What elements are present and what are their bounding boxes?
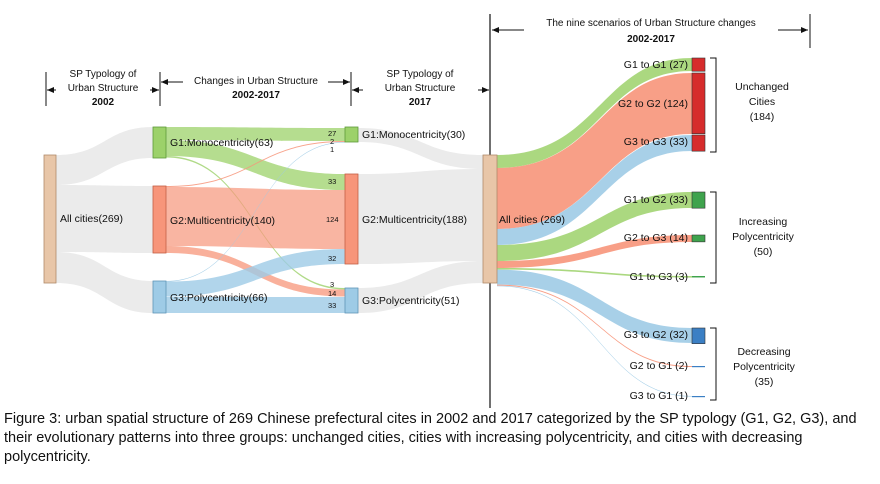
group-increasing-line1: Increasing — [739, 216, 788, 228]
count-g3-g1: 1 — [330, 145, 334, 154]
flow-scenario-g3-g3 — [497, 135, 692, 245]
sankey-diagram: SP Typology of Urban Structure 2002 Chan… — [43, 14, 811, 408]
flow-scenario-g3-g2 — [497, 269, 692, 343]
scenario-bar-7 — [692, 366, 705, 368]
flow-g2-2017-to-all — [358, 169, 483, 264]
flow-g3-2017-to-all — [358, 261, 483, 313]
header-scenarios-line1: The nine scenarios of Urban Structure ch… — [546, 18, 756, 29]
header-typology-2017: SP Typology of Urban Structure 2017 — [352, 69, 489, 108]
scenario-bar-6 — [691, 327, 706, 344]
label-g3-2017: G3:Polycentricity(51) — [362, 295, 459, 307]
scenario-bar-1 — [691, 72, 706, 135]
right-flows — [497, 58, 692, 397]
header-scenarios-years: 2002-2017 — [627, 34, 675, 45]
flow-scenario-g1-g1 — [497, 58, 692, 168]
flow-scenario-g1-g2 — [497, 192, 692, 261]
bracket-decreasing — [710, 327, 717, 401]
count-g3-g3: 33 — [328, 301, 336, 310]
scenario-label-6: G3 to G2 (32) — [624, 329, 688, 341]
label-g1-2002: G1:Monocentricity(63) — [170, 137, 273, 149]
flow-g1-2017-to-all — [358, 128, 483, 169]
header-changes: Changes in Urban Structure 2002-2017 — [161, 72, 352, 106]
scenario-bars: G1 to G1 (27) G2 to G2 (124) G3 to G3 (33)… — [618, 57, 706, 402]
scenario-bar-8 — [692, 396, 705, 398]
header-2002-line1: SP Typology of — [70, 69, 137, 80]
left-flows — [56, 127, 483, 313]
group-decreasing-line2: Polycentricity — [733, 361, 796, 373]
scenario-bar-5 — [692, 276, 705, 278]
node-g1-2002 — [152, 126, 167, 159]
scenario-label-2: G3 to G3 (33) — [624, 136, 688, 148]
flow-g2-to-g1 — [166, 141, 345, 187]
label-all-cities-2002: All cities(269) — [60, 213, 123, 225]
header-2017-year: 2017 — [409, 97, 432, 108]
node-g3-2017 — [344, 287, 359, 314]
flow-all-to-g1 — [56, 127, 153, 185]
scenario-bar-3 — [691, 191, 706, 209]
group-decreasing-count: (35) — [755, 376, 774, 388]
header-typology-2002: SP Typology of Urban Structure 2002 — [45, 69, 161, 108]
count-g2-g1: 2 — [330, 137, 334, 146]
scenario-label-4: G2 to G3 (14) — [624, 232, 688, 244]
node-all-cities-2002 — [43, 154, 57, 284]
label-g3-2002: G3:Polycentricity(66) — [170, 292, 267, 304]
node-g2-2002 — [152, 185, 167, 254]
scenario-label-1: G2 to G2 (124) — [618, 98, 688, 110]
flow-g1-to-g1 — [166, 127, 345, 141]
header-2017-line1: SP Typology of — [387, 69, 454, 80]
count-g2-g2: 124 — [326, 215, 339, 224]
flow-g1-to-g2 — [166, 140, 345, 190]
group-unchanged-line2: Cities — [749, 96, 775, 108]
count-g1-g3: 3 — [330, 280, 334, 289]
group-decreasing-line1: Decreasing — [737, 346, 790, 358]
group-increasing-line2: Polycentricity — [732, 231, 795, 243]
scenario-label-8: G3 to G1 (1) — [630, 390, 688, 402]
scenario-bar-4 — [691, 234, 706, 243]
scenario-label-7: G2 to G1 (2) — [630, 360, 688, 372]
label-g2-2017: G2:Multicentricity(188) — [362, 214, 467, 226]
header-2002-year: 2002 — [92, 97, 115, 108]
group-unchanged-count: (184) — [750, 111, 775, 123]
scenario-bar-2 — [691, 134, 706, 152]
flow-scenario-g2-g2 — [497, 73, 692, 229]
figure-caption: Figure 3: urban spatial structure of 269… — [4, 411, 857, 465]
header-2002-line2: Urban Structure — [68, 83, 139, 94]
header-changes-years: 2002-2017 — [232, 90, 280, 101]
group-unchanged-line1: Unchanged — [735, 81, 789, 93]
node-g2-2017 — [344, 173, 359, 265]
node-all-cities-right — [482, 154, 498, 284]
count-g2-g3: 14 — [328, 289, 336, 298]
count-g1-g2: 33 — [328, 177, 336, 186]
scenario-label-5: G1 to G3 (3) — [630, 271, 688, 283]
scenario-label-3: G1 to G2 (33) — [624, 194, 688, 206]
bracket-unchanged — [710, 57, 717, 153]
flow-all-to-g3 — [56, 252, 153, 313]
flow-g2-to-g2 — [166, 187, 345, 249]
count-g3-g2: 32 — [328, 254, 336, 263]
bracket-increasing — [710, 191, 717, 284]
node-g1-2017 — [344, 126, 359, 143]
scenario-bar-0 — [691, 57, 706, 72]
node-g3-2002 — [152, 280, 167, 314]
label-all-cities-right: All cities (269) — [499, 214, 565, 226]
flow-all-to-g2 — [56, 185, 153, 253]
label-g1-2017: G1:Monocentricity(30) — [362, 129, 465, 141]
scenario-label-0: G1 to G1 (27) — [624, 59, 688, 71]
flow-g3-to-g2 — [166, 249, 345, 297]
header-2017-line2: Urban Structure — [385, 83, 456, 94]
header-changes-line1: Changes in Urban Structure — [194, 76, 318, 87]
group-increasing-count: (50) — [754, 246, 773, 258]
flow-scenario-g1-g3 — [497, 268, 692, 278]
flow-g3-to-g3 — [166, 297, 345, 313]
flow-scenario-g2-g3 — [497, 235, 692, 268]
count-g1-g1: 27 — [328, 129, 336, 138]
label-g2-2002: G2:Multicentricity(140) — [170, 215, 275, 227]
